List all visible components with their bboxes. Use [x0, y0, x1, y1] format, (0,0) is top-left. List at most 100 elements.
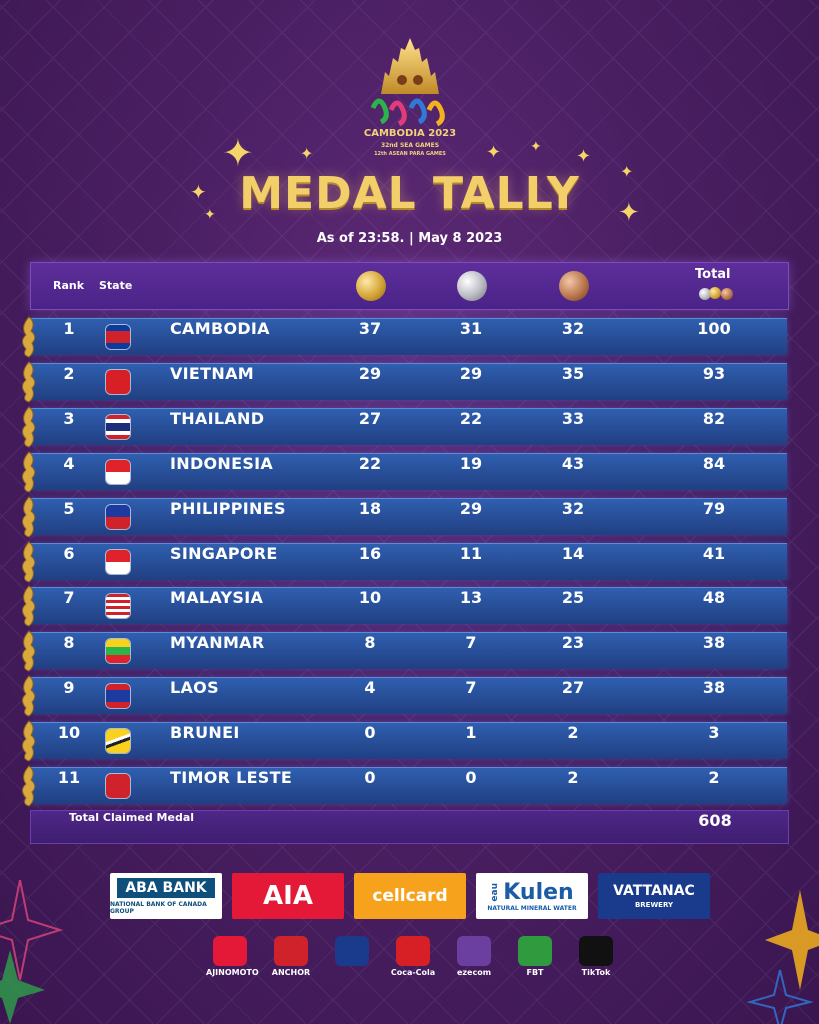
rank-value: 10 — [57, 723, 81, 743]
ornament-icon — [22, 675, 36, 717]
bronze-count: 14 — [561, 543, 585, 563]
silver-count: 29 — [459, 363, 483, 383]
silver-count: 29 — [459, 498, 483, 518]
sponsor-mark-icon — [396, 936, 430, 966]
gold-count: 22 — [358, 453, 382, 473]
table-row: 7 MALAYSIA 10 13 25 48 — [22, 585, 787, 627]
logo-line2: 32nd SEA GAMES — [380, 142, 440, 149]
ornament-icon — [22, 316, 36, 358]
small-sponsor-label: ANCHOR — [271, 968, 311, 977]
gold-count: 0 — [364, 768, 376, 787]
ornament-icon — [22, 540, 36, 583]
small-sponsor-logo: ANCHOR — [267, 936, 315, 977]
silver-count: 22 — [459, 408, 483, 428]
flag-icon — [106, 639, 130, 664]
flag-icon — [106, 325, 130, 349]
sponsor-aia: AIA — [232, 873, 344, 919]
mini-medal-icon — [709, 287, 721, 299]
total-count: 93 — [702, 363, 726, 383]
sponsor-mark-icon — [457, 936, 491, 966]
small-sponsor-logo — [328, 936, 376, 968]
total-count: 38 — [702, 678, 726, 698]
sparkle-icon: ✦ — [530, 139, 542, 155]
bronze-count: 23 — [561, 633, 585, 653]
sponsor-kulen: eau Kulen NATURAL MINERAL WATER — [476, 873, 588, 919]
ornament-icon — [22, 630, 36, 672]
total-count: 38 — [702, 633, 726, 653]
gold-count: 10 — [358, 588, 382, 608]
small-sponsor-logo: FBT — [511, 936, 559, 977]
sparkle-icon: ✦ — [300, 144, 314, 163]
small-sponsor-logo: Coca-Cola — [389, 936, 437, 977]
small-sponsor-logo: TikTok — [572, 936, 620, 977]
gold-medal-icon — [356, 271, 386, 301]
sponsor-mark-icon — [274, 936, 308, 966]
country-name: SINGAPORE — [170, 543, 278, 563]
header-state: State — [99, 279, 133, 292]
small-sponsor-logo: AJINOMOTO — [206, 936, 259, 977]
total-count: 84 — [702, 453, 726, 473]
bronze-count: 25 — [561, 588, 585, 608]
logo-line1: CAMBODIA 2023 — [363, 128, 457, 139]
bronze-count: 27 — [561, 678, 585, 698]
ornament-icon — [22, 720, 36, 762]
rank-value: 2 — [63, 363, 75, 383]
country-name: PHILIPPINES — [170, 498, 286, 518]
sponsor-mark-icon — [518, 936, 552, 966]
silver-count: 11 — [459, 543, 483, 563]
gold-count: 16 — [358, 543, 382, 563]
sparkle-icon: ✦ — [190, 180, 207, 204]
ornament-icon — [22, 361, 36, 403]
gold-count: 29 — [358, 363, 382, 383]
total-claimed-label: Total Claimed Medal — [69, 811, 195, 824]
sparkle-icon: ✦ — [204, 207, 216, 223]
gold-count: 37 — [358, 319, 382, 338]
flag-icon — [106, 549, 130, 574]
logo-line3: 12th ASEAN PARA GAMES — [374, 151, 446, 157]
mini-medal-icon — [721, 288, 733, 300]
gold-count: 27 — [358, 408, 382, 428]
sponsor-mark-icon — [213, 936, 247, 966]
country-name: LAOS — [170, 678, 219, 698]
gold-count: 8 — [364, 633, 376, 653]
small-sponsor-label: Coca-Cola — [390, 968, 436, 977]
total-count: 100 — [697, 319, 731, 338]
flag-icon — [106, 729, 130, 754]
table-row: 9 LAOS 4 7 27 38 — [22, 675, 787, 717]
rank-value: 11 — [57, 768, 81, 787]
table-row: 6 SINGAPORE 16 11 14 41 — [22, 540, 787, 583]
country-name: BRUNEI — [170, 723, 240, 743]
small-sponsor-label: ezecom — [456, 968, 492, 977]
ornament-icon — [22, 765, 36, 807]
decorative-star-icon — [746, 890, 819, 1024]
small-sponsor-logo: ezecom — [450, 936, 498, 977]
table-row: 1 CAMBODIA 37 31 32 100 — [22, 316, 787, 358]
total-claimed-value: 608 — [698, 811, 732, 830]
total-count: 79 — [702, 498, 726, 518]
sponsor-cellcard: cellcard — [354, 873, 466, 919]
small-sponsor-label: AJINOMOTO — [206, 968, 259, 977]
country-name: MYANMAR — [170, 633, 265, 653]
ornament-icon — [22, 406, 36, 448]
table-row: 10 BRUNEI 0 1 2 3 — [22, 720, 787, 762]
bronze-count: 32 — [561, 319, 585, 338]
small-sponsor-label: TikTok — [581, 968, 611, 977]
sparkle-icon: ✦ — [576, 146, 592, 167]
decorative-star-icon — [0, 880, 64, 1024]
flag-icon — [106, 504, 130, 529]
country-name: CAMBODIA — [170, 319, 270, 338]
silver-count: 19 — [459, 453, 483, 473]
table-row: 8 MYANMAR 8 7 23 38 — [22, 630, 787, 672]
country-name: TIMOR LESTE — [170, 768, 293, 787]
gold-count: 0 — [364, 723, 376, 743]
table-row: 11 TIMOR LESTE 0 0 2 2 — [22, 765, 787, 807]
country-name: INDONESIA — [170, 453, 274, 473]
silver-count: 7 — [465, 678, 477, 698]
table-row: 2 VIETNAM 29 29 35 93 — [22, 361, 787, 403]
silver-count: 0 — [465, 768, 477, 787]
silver-count: 13 — [459, 588, 483, 608]
as-of-timestamp: As of 23:58. | May 8 2023 — [316, 231, 503, 246]
sponsor-vattanac: VATTANAC BREWERY — [598, 873, 710, 919]
rank-value: 8 — [63, 633, 75, 653]
table-row: 3 THAILAND 27 22 33 82 — [22, 406, 787, 448]
